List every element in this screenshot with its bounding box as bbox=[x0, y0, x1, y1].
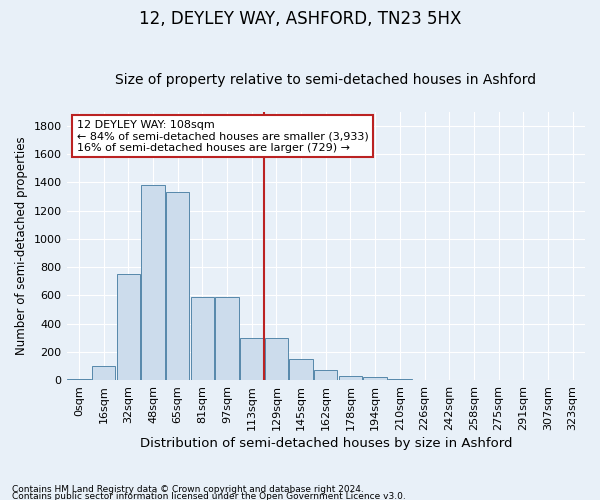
Bar bbox=[191, 297, 214, 380]
Text: 12, DEYLEY WAY, ASHFORD, TN23 5HX: 12, DEYLEY WAY, ASHFORD, TN23 5HX bbox=[139, 10, 461, 28]
Bar bbox=[240, 338, 263, 380]
Text: Contains HM Land Registry data © Crown copyright and database right 2024.: Contains HM Land Registry data © Crown c… bbox=[12, 486, 364, 494]
X-axis label: Distribution of semi-detached houses by size in Ashford: Distribution of semi-detached houses by … bbox=[140, 437, 512, 450]
Bar bbox=[215, 297, 239, 380]
Text: 12 DEYLEY WAY: 108sqm
← 84% of semi-detached houses are smaller (3,933)
16% of s: 12 DEYLEY WAY: 108sqm ← 84% of semi-deta… bbox=[77, 120, 368, 153]
Bar bbox=[265, 338, 288, 380]
Y-axis label: Number of semi-detached properties: Number of semi-detached properties bbox=[15, 136, 28, 355]
Bar bbox=[141, 185, 164, 380]
Bar bbox=[92, 366, 115, 380]
Text: Contains public sector information licensed under the Open Government Licence v3: Contains public sector information licen… bbox=[12, 492, 406, 500]
Bar bbox=[116, 274, 140, 380]
Bar bbox=[289, 359, 313, 380]
Bar bbox=[314, 370, 337, 380]
Title: Size of property relative to semi-detached houses in Ashford: Size of property relative to semi-detach… bbox=[115, 73, 536, 87]
Bar bbox=[166, 192, 190, 380]
Bar bbox=[339, 376, 362, 380]
Bar bbox=[364, 377, 387, 380]
